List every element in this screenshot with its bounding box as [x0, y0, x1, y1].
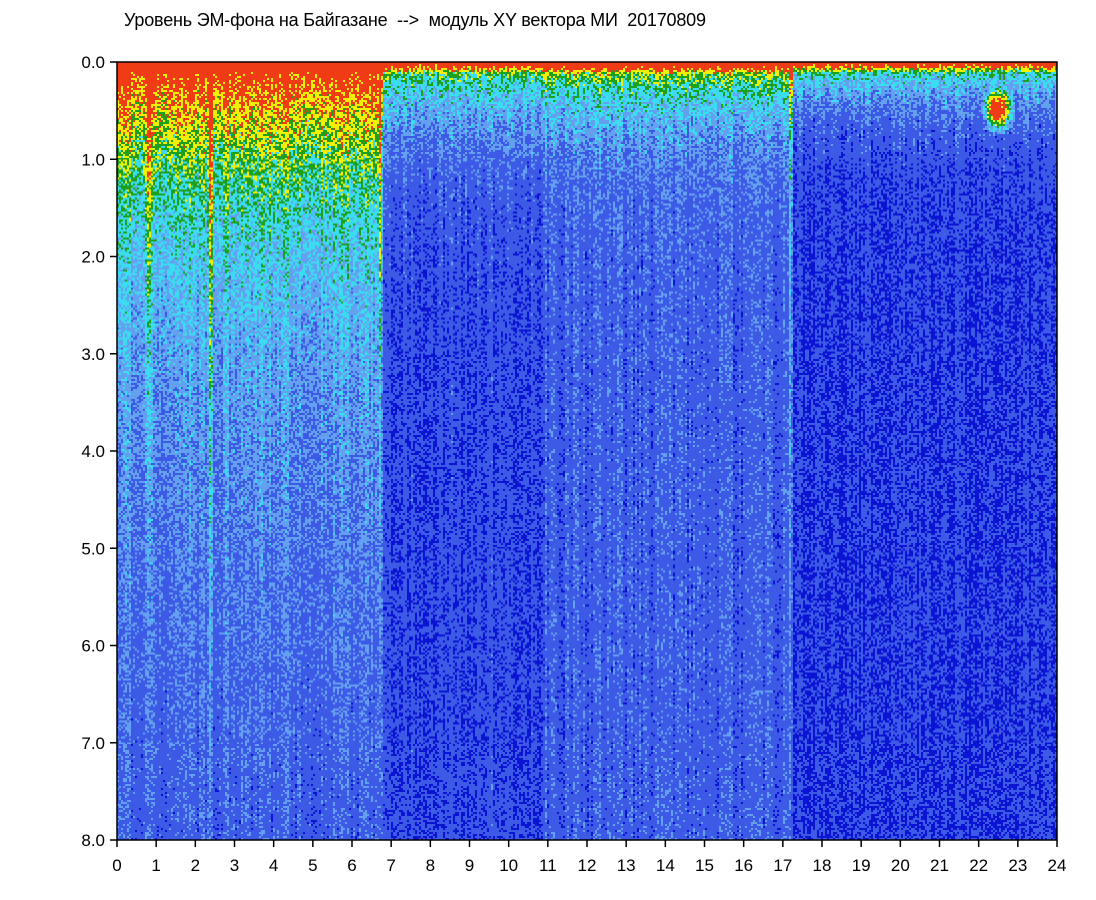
x-tick-label: 8 [426, 856, 435, 875]
x-tick-label: 5 [308, 856, 317, 875]
y-tick-label: 1.0 [81, 150, 105, 169]
x-tick-label: 0 [112, 856, 121, 875]
x-tick-label: 21 [930, 856, 949, 875]
x-tick-label: 7 [386, 856, 395, 875]
y-tick-label: 5.0 [81, 539, 105, 558]
x-tick-label: 20 [891, 856, 910, 875]
y-tick-label: 2.0 [81, 248, 105, 267]
x-tick-label: 19 [852, 856, 871, 875]
x-tick-label: 2 [191, 856, 200, 875]
x-tick-label: 23 [1008, 856, 1027, 875]
y-tick-label: 0.0 [81, 53, 105, 72]
x-tick-label: 16 [734, 856, 753, 875]
x-tick-label: 17 [773, 856, 792, 875]
x-tick-label: 4 [269, 856, 278, 875]
y-tick-label: 6.0 [81, 637, 105, 656]
x-axis: 0 1 2 3 4 5 6 7 8 9 10 11 12 13 14 15 16 17 18 19 20 21 22 23 24 [112, 840, 1066, 875]
x-tick-label: 12 [578, 856, 597, 875]
x-tick-label: 11 [539, 856, 557, 875]
x-tick-label: 10 [499, 856, 518, 875]
x-tick-label: 24 [1048, 856, 1067, 875]
x-tick-label: 14 [656, 856, 675, 875]
x-tick-label: 18 [813, 856, 832, 875]
y-tick-label: 8.0 [81, 831, 105, 850]
y-tick-label: 3.0 [81, 345, 105, 364]
x-tick-label: 6 [347, 856, 356, 875]
chart-title: Уровень ЭМ-фона на Байгазане --> модуль … [124, 10, 706, 30]
x-tick-label: 1 [151, 856, 160, 875]
x-tick-label: 13 [617, 856, 636, 875]
y-tick-label: 7.0 [81, 734, 105, 753]
x-tick-label: 22 [969, 856, 988, 875]
x-tick-label: 3 [230, 856, 239, 875]
x-tick-label: 9 [465, 856, 474, 875]
x-tick-label: 15 [695, 856, 714, 875]
y-axis: 0.0 1.0 2.0 3.0 4.0 5.0 6.0 7.0 8.0 [81, 53, 117, 850]
y-tick-label: 4.0 [81, 442, 105, 461]
heatmap-image [117, 62, 1057, 840]
